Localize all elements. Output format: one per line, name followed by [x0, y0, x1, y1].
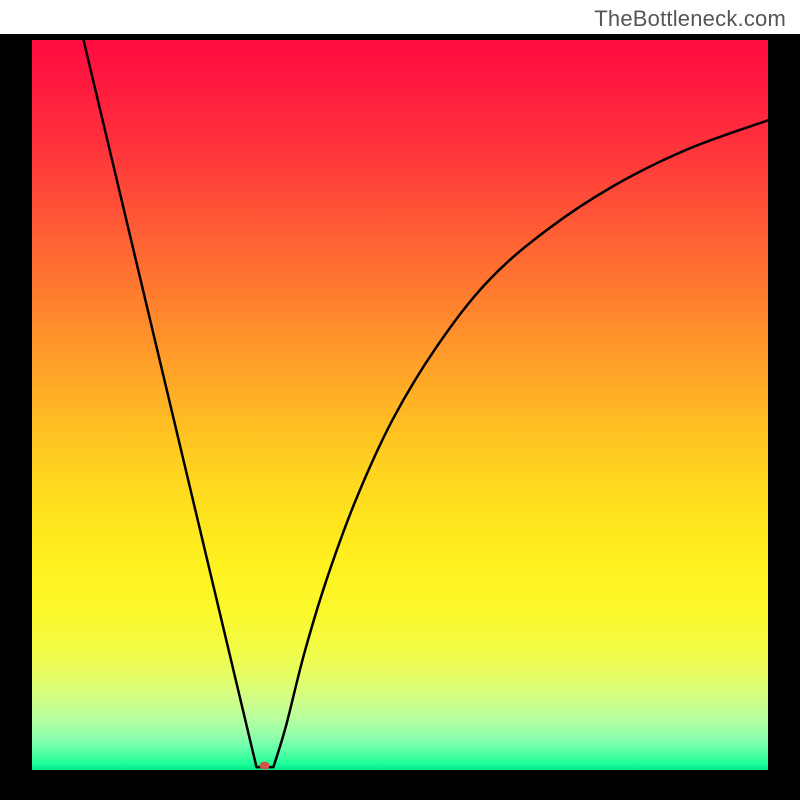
chart-container: TheBottleneck.com	[0, 0, 800, 800]
optimal-point-marker	[260, 762, 270, 770]
bottleneck-chart	[0, 0, 800, 800]
watermark-text: TheBottleneck.com	[594, 6, 786, 32]
